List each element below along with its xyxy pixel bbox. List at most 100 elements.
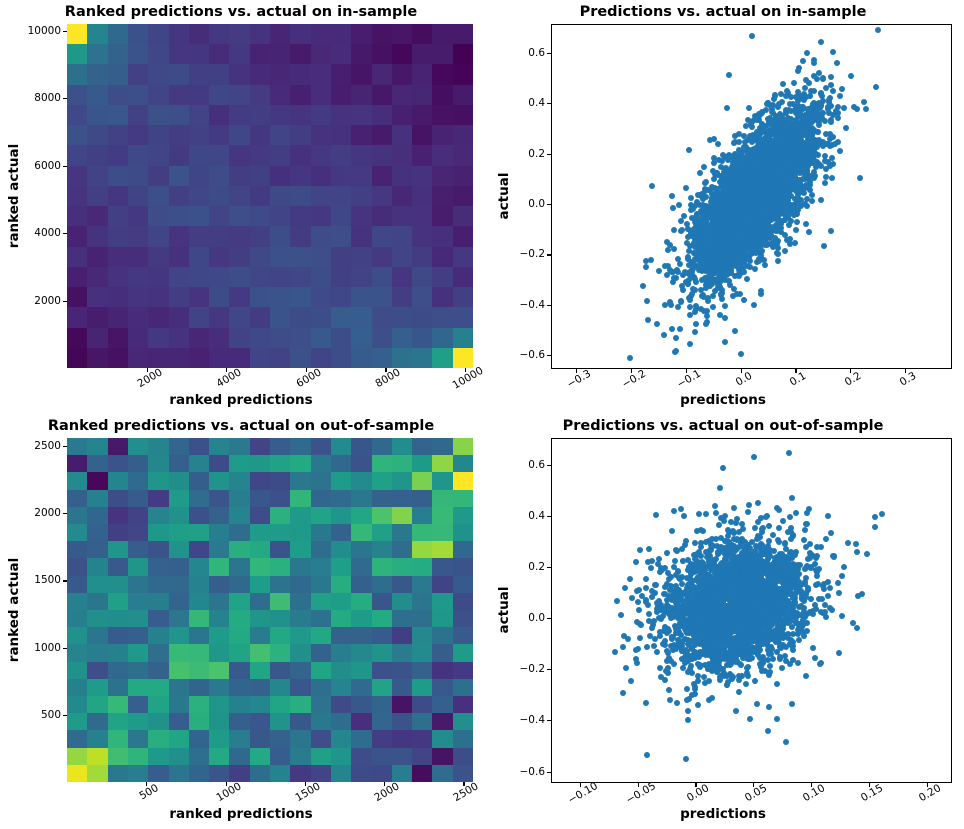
heatmap-cell	[229, 506, 251, 525]
scatter-point	[799, 57, 806, 64]
scatter-point	[663, 238, 670, 245]
heatmap-cell	[290, 125, 312, 146]
heatmap-cell	[351, 592, 373, 611]
heatmap-cell	[209, 347, 230, 368]
heatmap-axes[interactable]	[67, 438, 473, 782]
heatmap-cell	[67, 661, 88, 680]
heatmap-cell	[432, 661, 454, 680]
heatmap-cell	[67, 327, 88, 349]
heatmap-cell	[412, 165, 433, 187]
heatmap-cell	[168, 206, 190, 227]
heatmap-cell	[310, 747, 332, 766]
scatter-point	[755, 216, 762, 223]
heatmap-cell	[87, 84, 109, 106]
heatmap-cell	[452, 226, 473, 248]
heatmap-cell	[249, 44, 271, 66]
scatter-point	[774, 245, 781, 251]
heatmap-cell	[148, 489, 170, 508]
heatmap-cell	[310, 125, 332, 146]
scatter-point	[833, 60, 840, 67]
heatmap-cell	[432, 506, 454, 525]
heatmap-axes[interactable]	[67, 24, 473, 368]
heatmap-cell	[188, 438, 210, 456]
heatmap-cell	[87, 764, 109, 782]
heatmap-cell	[330, 145, 352, 167]
scatter-point	[692, 287, 698, 294]
heatmap-cell	[148, 713, 170, 731]
heatmap-cell	[148, 266, 170, 288]
heatmap-cell	[412, 455, 433, 473]
heatmap-cell	[168, 266, 190, 288]
heatmap-cell	[127, 327, 149, 349]
scatter-point	[711, 176, 718, 183]
scatter-point	[774, 250, 781, 257]
scatter-point	[748, 33, 755, 40]
heatmap-cell	[209, 185, 230, 207]
heatmap-cell	[107, 24, 129, 45]
heatmap-cell	[310, 696, 332, 714]
heatmap-cell	[391, 489, 413, 508]
scatter-point	[796, 152, 803, 159]
heatmap-cell	[209, 327, 230, 349]
heatmap-cell	[351, 627, 373, 645]
scatter-point	[726, 281, 733, 288]
heatmap-cell	[168, 541, 190, 559]
scatter-point	[830, 87, 837, 94]
heatmap-cell	[391, 730, 413, 749]
heatmap-cell	[188, 266, 210, 288]
heatmap-cell	[412, 266, 433, 288]
heatmap-cell	[188, 627, 210, 645]
scatter-point	[790, 162, 797, 169]
heatmap-cell	[148, 307, 170, 329]
heatmap-cell	[127, 347, 149, 368]
heatmap-cell	[127, 307, 149, 329]
scatter-point	[727, 188, 734, 195]
scatter-point	[803, 203, 810, 210]
heatmap-cell	[87, 226, 109, 248]
heatmap-cell	[330, 165, 352, 187]
heatmap-cell	[168, 24, 190, 45]
scatter-point	[647, 256, 654, 263]
heatmap-cell	[168, 592, 190, 611]
heatmap-cell	[209, 506, 230, 525]
heatmap-cell	[391, 575, 413, 594]
heatmap-cell	[209, 84, 230, 106]
heatmap-cell	[107, 327, 129, 349]
heatmap-cell	[330, 644, 352, 663]
x-tick-label: −0.3	[564, 367, 593, 391]
heatmap-cell	[290, 747, 312, 766]
heatmap-cell	[148, 506, 170, 525]
heatmap-cell	[249, 64, 271, 86]
heatmap-cell	[391, 185, 413, 207]
heatmap-cell	[168, 125, 190, 146]
scatter-axes[interactable]	[551, 24, 952, 369]
heatmap-cell	[229, 524, 251, 542]
heatmap-cell	[351, 266, 373, 288]
heatmap-cell	[67, 730, 88, 749]
heatmap-cell	[432, 185, 454, 207]
heatmap-cell	[107, 226, 129, 248]
heatmap-cell	[290, 592, 312, 611]
heatmap-cell	[391, 696, 413, 714]
heatmap-cell	[452, 489, 473, 508]
heatmap-cell	[148, 592, 170, 611]
heatmap-cell	[67, 558, 88, 577]
scatter-point	[700, 308, 707, 315]
heatmap-cell	[229, 44, 251, 66]
scatter-point	[674, 255, 681, 262]
heatmap-cell	[351, 24, 373, 45]
x-tick-label: 4000	[214, 366, 244, 391]
scatter-point	[640, 283, 647, 290]
heatmap-cell	[371, 145, 393, 167]
heatmap-cell	[432, 24, 454, 45]
scatter-point	[676, 261, 683, 268]
heatmap-cell	[87, 44, 109, 66]
heatmap-cell	[107, 678, 129, 697]
heatmap-cell	[412, 438, 433, 456]
heatmap-cell	[391, 506, 413, 525]
heatmap-cell	[270, 165, 291, 187]
scatter-point	[703, 179, 710, 186]
panel-title: Predictions vs. actual on in-sample	[579, 4, 867, 20]
heatmap-cell	[412, 747, 433, 766]
scatter-point	[674, 303, 681, 310]
